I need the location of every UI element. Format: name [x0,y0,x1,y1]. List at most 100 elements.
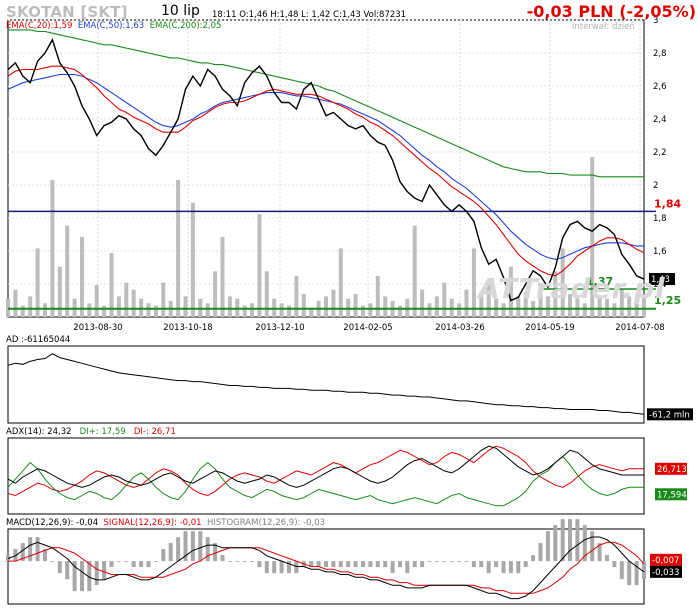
volume-bar [153,305,158,317]
volume-bar [427,303,432,317]
legend-di-plus: DI+: 17,59 [79,427,126,437]
di-plus-line [7,455,644,507]
macd-histogram-bar [198,531,203,562]
macd-histogram-bar [597,543,602,562]
volume-bar [109,253,114,317]
volume-bar [361,305,365,317]
volume-bar [80,237,84,317]
volume-bar [65,225,70,317]
macd-histogram-bar [390,561,395,574]
volume-bar [375,275,380,317]
macd-histogram-bar [183,531,188,562]
y-tick-label: 2,8 [653,49,667,59]
macd-histogram-bar [479,561,484,568]
quote-line: 18:11 O:1,46 H:1,48 L: 1,42 C:1,43 Vol:8… [212,10,407,20]
volume-bar [146,303,151,317]
volume-bar [486,285,491,317]
volume-bar [612,303,617,317]
macd-histogram-bar [634,561,639,586]
volume-bar [205,303,210,317]
macd-histogram-bar [153,561,158,562]
volume-bar [264,271,269,317]
volume-bar [501,303,506,317]
macd-histogram-bar [471,561,476,568]
legend-signal: SIGNAL(12,26,9): -0,01 [103,518,202,528]
macd-line [7,536,645,600]
macd-histogram-bar [627,561,632,586]
signal-line [8,541,645,594]
volume-bar [642,294,646,317]
ema20-line [7,65,645,277]
macd-histogram-bar [331,561,336,568]
legend-ema20: EMA(C,20):1,59 [6,21,73,31]
ad-panel-frame [7,345,645,424]
volume-bar [35,248,40,317]
macd-histogram-bar [316,561,321,568]
ad-last-box [647,408,693,421]
macd-histogram-bar [205,537,210,562]
volume-bar [242,305,247,317]
volume-bar [43,303,47,317]
volume-bar [353,294,358,317]
ema50-line [7,73,644,260]
volume-bar [560,248,565,317]
macd-histogram-bar [605,555,609,562]
volume-bar [279,303,284,317]
macd-histogram-bar [361,561,365,568]
volume-bar [420,289,425,317]
macd-histogram-bar [279,561,284,574]
signal-last-label: -0,007 [652,556,679,566]
volume-bar [213,271,218,317]
y-tick-label: 3 [653,16,658,26]
volume-bar [627,296,632,317]
volume-bar [20,305,25,317]
adx-panel-frame [7,437,645,515]
macd-histogram-bar [642,561,646,580]
macd-histogram-bar [383,561,388,568]
macd-histogram-bar [213,543,218,562]
x-tick-label: 2014-03-26 [435,323,484,333]
volume-bar [582,303,587,317]
legend-ema200: EMA(C,200):2,05 [149,21,222,31]
volume-bar [619,289,624,317]
macd-histogram-bar [43,549,47,562]
macd-histogram-bar [619,561,624,580]
volume-bar [324,296,328,317]
macd-histogram-bar [80,561,84,592]
adx-line [7,445,644,488]
volume-bar [301,294,306,317]
y-tick-label: 2,6 [653,82,667,92]
macd-histogram-bar [612,561,617,568]
macd-histogram-bar [13,549,18,562]
macd-histogram-bar [375,561,380,568]
volume-bar [457,303,462,317]
macd-histogram-bar [242,561,247,562]
macd-histogram-bar [486,561,491,574]
macd-histogram-bar [508,561,513,574]
macd-histogram-bar [434,561,439,562]
macd-histogram-bar [420,561,425,568]
macd-histogram-bar [124,561,129,562]
macd-histogram-bar [87,561,92,592]
macd-histogram-bar [102,561,107,580]
macd-histogram-bar [442,561,447,562]
macd-histogram-bar [464,561,469,562]
volume-bar [309,307,314,317]
x-tick-label: 2013-10-18 [163,323,212,333]
macd-histogram-bar [235,561,240,562]
chart-title: SKOTAN [SKT] [6,3,128,21]
volume-bar [183,296,188,317]
di-minus-line [7,445,644,497]
macd-histogram-bar [324,561,328,568]
volume-bar [412,225,417,317]
volume-bar [434,296,439,317]
volume-bar [338,248,343,317]
legend-histogram: HISTOGRAM(12,26,9): -0,03 [206,518,326,528]
volume-bar [131,289,136,317]
legend-di-minus: DI-: 26,71 [133,427,176,437]
volume-bar [383,296,388,317]
di-minus-last-label: 26,713 [657,465,687,475]
y-tick-label: 1,8 [653,214,667,224]
macd-histogram-bar [94,561,99,586]
volume-bar [597,296,602,317]
